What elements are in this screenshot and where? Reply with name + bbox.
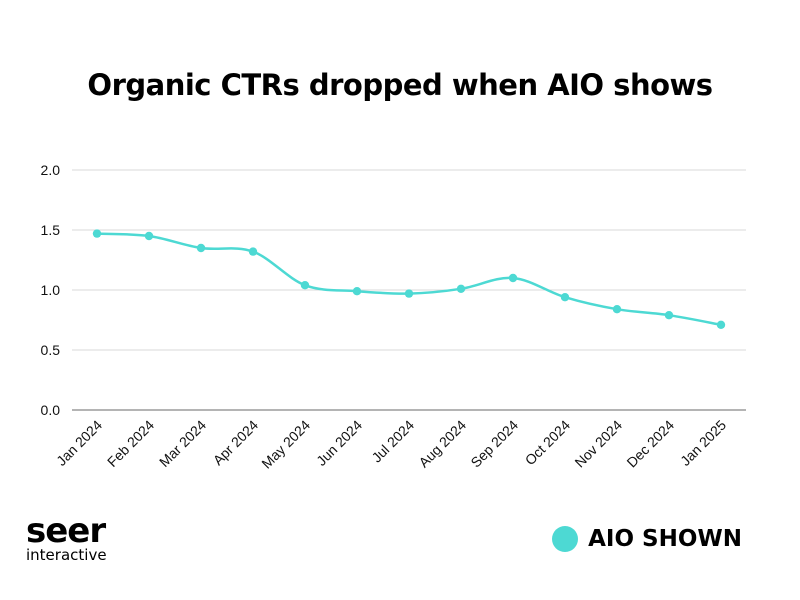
data-point <box>716 320 726 329</box>
x-tick-label: May 2024 <box>258 417 313 472</box>
data-point <box>144 231 154 241</box>
logo-sub-text: interactive <box>26 546 107 564</box>
y-tick-label: 0.0 <box>41 402 61 418</box>
logo-main-text: seer <box>26 511 106 551</box>
data-point <box>92 229 102 238</box>
x-tick-label: Sep 2024 <box>467 417 521 471</box>
x-tick-label: Nov 2024 <box>571 417 625 471</box>
y-tick-label: 1.0 <box>41 282 61 298</box>
x-tick-label: Feb 2024 <box>104 417 157 470</box>
data-point <box>508 273 518 283</box>
data-point <box>560 293 570 302</box>
data-point <box>300 281 310 290</box>
data-point <box>612 305 622 314</box>
seer-interactive-logo: seer interactive <box>26 511 107 564</box>
data-point <box>196 243 206 253</box>
chart-title: Organic CTRs dropped when AIO shows <box>87 68 713 102</box>
legend-label: AIO SHOWN <box>588 526 742 552</box>
x-tick-label: Aug 2024 <box>415 417 469 471</box>
x-tick-label: Jan 2024 <box>53 417 105 469</box>
series-line-aio-shown <box>96 232 722 327</box>
legend-swatch <box>552 526 579 552</box>
x-tick-label: Apr 2024 <box>210 417 262 469</box>
data-point <box>248 247 258 256</box>
data-point <box>456 284 466 293</box>
y-tick-label: 0.5 <box>41 342 61 358</box>
data-point <box>404 289 414 298</box>
x-tick-label: Jun 2024 <box>313 417 365 469</box>
chart-legend: AIO SHOWN <box>552 526 742 552</box>
data-point <box>352 287 362 296</box>
x-tick-label: Jul 2024 <box>368 417 417 466</box>
x-tick-label: Jan 2025 <box>677 417 729 469</box>
x-tick-label: Dec 2024 <box>623 417 677 471</box>
y-tick-label: 1.5 <box>41 222 61 238</box>
x-tick-label: Oct 2024 <box>522 417 574 469</box>
y-tick-label: 2.0 <box>41 162 61 178</box>
data-point <box>664 311 674 320</box>
x-tick-label: Mar 2024 <box>156 417 209 470</box>
